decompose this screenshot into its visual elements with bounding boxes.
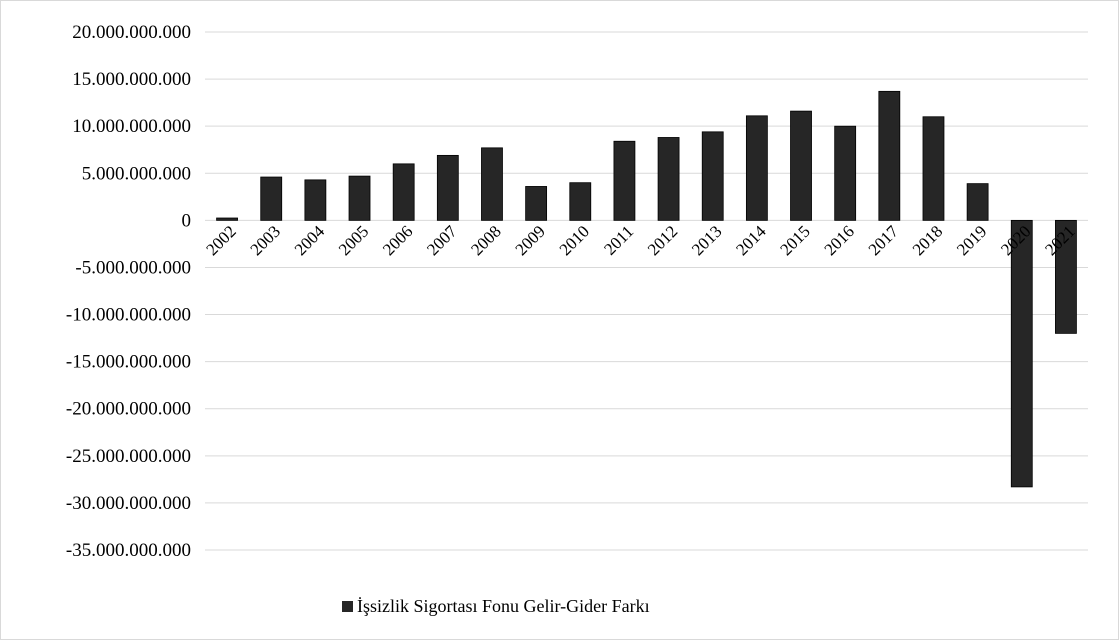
bar (569, 182, 592, 221)
y-tick-label: -25.000.000.000 (66, 446, 191, 467)
bar (260, 176, 283, 221)
legend-label: İşsizlik Sigortası Fonu Gelir-Gider Fark… (357, 595, 650, 616)
y-tick-label: 20.000.000.000 (72, 22, 191, 43)
y-tick-label: 15.000.000.000 (72, 69, 191, 90)
x-tick-label: 2005 (335, 222, 372, 259)
bar (701, 131, 724, 221)
legend-swatch (342, 600, 353, 612)
x-tick-label: 2014 (732, 221, 770, 259)
x-tick-label: 2017 (865, 221, 903, 259)
bar (878, 90, 901, 221)
y-tick-label: -5.000.000.000 (75, 257, 191, 278)
bar (216, 217, 238, 221)
bar (481, 147, 503, 221)
bar (790, 110, 812, 221)
x-tick-label: 2010 (556, 222, 593, 259)
y-tick-label: 10.000.000.000 (72, 116, 191, 137)
x-tick-label: 2012 (644, 222, 681, 259)
x-axis-tick-labels: 2002 2003 2004 2005 2006 2007 2008 2009 2010 2011… (202, 221, 1078, 259)
bar (392, 163, 415, 221)
y-axis-tick-labels: 20.000.000.000 15.000.000.000 10.000.000.0… (66, 22, 191, 561)
x-tick-label: 2007 (423, 221, 461, 259)
y-tick-label: -20.000.000.000 (66, 399, 191, 420)
x-tick-label: 2015 (776, 222, 813, 259)
x-tick-label: 2013 (688, 222, 725, 259)
x-tick-label: 2002 (202, 222, 239, 259)
bar (834, 125, 857, 221)
y-tick-label: -35.000.000.000 (66, 540, 191, 561)
bar (922, 116, 945, 221)
gridlines (205, 31, 1088, 551)
x-tick-label: 2011 (600, 222, 637, 259)
y-tick-label: -15.000.000.000 (66, 352, 191, 373)
y-tick-label: 0 (182, 210, 192, 231)
y-tick-label: 5.000.000.000 (82, 163, 191, 184)
x-tick-label: 2006 (379, 222, 416, 259)
x-tick-label: 2018 (909, 222, 946, 259)
bar (436, 154, 459, 221)
bar (657, 137, 680, 221)
bar (304, 179, 327, 221)
bar (525, 186, 548, 221)
y-tick-label: -30.000.000.000 (66, 493, 191, 514)
x-tick-label: 2016 (821, 222, 858, 259)
y-tick-label: -10.000.000.000 (66, 305, 191, 326)
bar (1055, 219, 1077, 334)
bar (966, 183, 989, 221)
bar (1010, 219, 1033, 488)
bar (745, 115, 768, 221)
x-tick-label: 2008 (467, 222, 504, 259)
bar (613, 140, 636, 221)
x-tick-label: 2019 (953, 222, 990, 259)
x-tick-label: 2004 (291, 221, 329, 259)
x-tick-label: 2003 (247, 222, 284, 259)
bar (348, 175, 371, 221)
x-tick-label: 2009 (511, 222, 548, 259)
legend: İşsizlik Sigortası Fonu Gelir-Gider Fark… (342, 593, 650, 619)
bars (216, 90, 1077, 488)
